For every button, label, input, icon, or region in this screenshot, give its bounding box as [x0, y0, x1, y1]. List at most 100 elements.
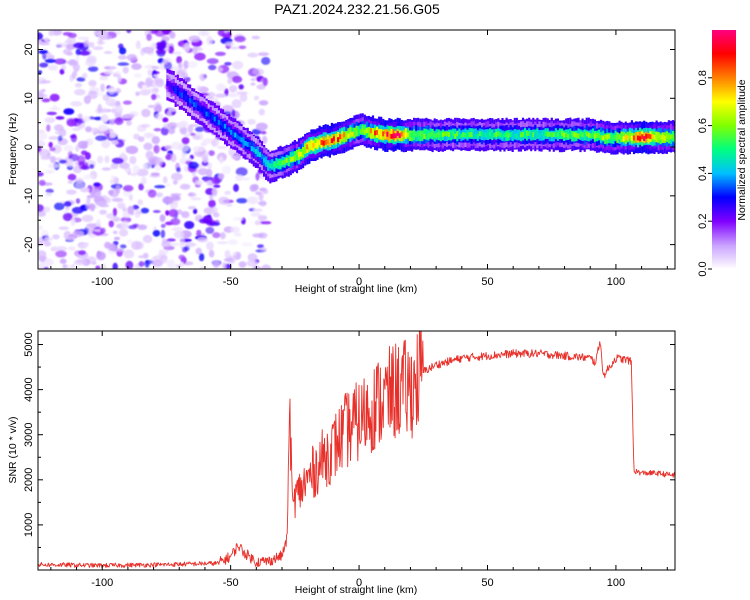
heatmap-noise-cell [79, 50, 91, 56]
heatmap-noise-cell [233, 217, 244, 221]
heatmap-noise-cell [219, 232, 226, 240]
heatmap-ridge-cell [487, 133, 490, 138]
heatmap-noise-cell [193, 208, 198, 215]
heatmap-noise-cell [135, 40, 141, 50]
heatmap-noise-cell [261, 221, 272, 225]
heatmap-ridge [166, 68, 675, 184]
heatmap-noise-cell [160, 223, 166, 228]
heatmap-ridge-cell [470, 132, 473, 138]
heatmap-noise-cell [88, 234, 96, 238]
heatmap-ridge-cell [398, 133, 401, 138]
heatmap-ridge-cell [419, 131, 422, 136]
snr-line [38, 331, 675, 568]
heatmap-noise-cell [163, 249, 169, 254]
heatmap-ridge-cell [182, 93, 186, 99]
heatmap-ridge-cell [671, 134, 675, 139]
heatmap-noise-cell [113, 248, 124, 252]
heatmap-noise-cell [187, 124, 194, 134]
heatmap-ridge-cell [236, 134, 239, 140]
heatmap-ridge-cell [180, 92, 183, 98]
heatmap-noise-cell [143, 132, 154, 139]
heatmap-noise-cell [99, 209, 107, 215]
heatmap-noise-cell [91, 261, 97, 265]
heatmap-noise-cell [165, 210, 170, 216]
heatmap-noise-cell [161, 241, 172, 248]
heatmap-ridge-cell [248, 142, 251, 148]
heatmap-ridge-cell [199, 106, 202, 112]
heatmap-noise-cell [153, 144, 160, 154]
heatmap-noise-cell [184, 245, 190, 251]
heatmap-ridge-cell [380, 132, 383, 138]
heatmap-noise-cell [170, 218, 181, 226]
heatmap-noise-cell [173, 230, 185, 239]
heatmap-noise-cell [109, 118, 116, 125]
heatmap-noise-cell [151, 65, 160, 70]
heatmap-ridge-cell [431, 131, 434, 136]
heatmap-noise-cell [101, 140, 111, 149]
snr-y-tick-label: 3000 [23, 422, 35, 446]
snr-x-axis-label: Height of straight line (km) [295, 584, 418, 596]
heatmap-noise-cell [63, 230, 72, 240]
heatmap-noise-cell [212, 97, 219, 102]
heatmap-noise-cell [186, 157, 192, 161]
heatmap-ridge-cell [363, 129, 366, 135]
heatmap-ridge-cell [524, 132, 527, 138]
heatmap-ridge-cell [632, 135, 636, 141]
heatmap-noise-cell [188, 35, 201, 43]
heatmap-ridge-cell [491, 131, 494, 137]
heatmap-ridge-cell [314, 143, 317, 148]
heatmap-ridge-cell [287, 155, 290, 161]
heatmap-noise-cell [232, 60, 244, 70]
heatmap-noise-cell [85, 126, 92, 133]
heatmap-ridge-cell [587, 132, 590, 138]
heatmap-noise-cell [183, 39, 188, 44]
heatmap-noise-cell [74, 177, 84, 183]
heatmap-noise-cell [52, 234, 60, 240]
heatmap-ridge-cell [312, 142, 315, 148]
heatmap-ridge-cell [534, 133, 537, 139]
heatmap-noise-cell [197, 237, 208, 243]
heatmap-noise-cell [258, 215, 268, 221]
heatmap-ridge-cell [411, 132, 414, 138]
heatmap-noise-cell [125, 260, 134, 269]
heatmap-noise-cell [109, 101, 117, 108]
heatmap-noise-cell [89, 164, 95, 169]
heatmap-ridge-cell [612, 135, 615, 141]
heatmap-noise-cell [154, 30, 167, 37]
heatmap-ridge-cell [343, 132, 346, 138]
heatmap-noise-cell [95, 201, 107, 206]
heatmap-noise-cell [249, 184, 257, 192]
heatmap-ridge-cell [302, 149, 305, 155]
heatmap-noise-cell [181, 211, 190, 219]
heatmap-noise-cell [176, 56, 183, 64]
heatmap-noise-cell [194, 52, 206, 61]
heatmap-ridge-cell [624, 134, 627, 140]
heatmap-noise-cell [192, 135, 201, 140]
heatmap-ridge-cell [540, 131, 543, 136]
heatmap-ridge-cell [600, 135, 603, 140]
heatmap-noise-cell [155, 157, 164, 166]
heatmap-noise-cell [246, 259, 258, 267]
heatmap-noise-cell [38, 42, 50, 46]
heatmap-noise-cell [49, 93, 60, 102]
line-frame [37, 330, 676, 571]
heatmap-noise-cell [45, 169, 55, 174]
heatmap-noise-cell [132, 223, 140, 228]
snr-x-tick-label: -100 [91, 577, 113, 589]
heatmap-ridge-cell [178, 91, 181, 97]
heatmap-ridge-cell [361, 127, 364, 133]
heatmap-noise-cell [76, 77, 86, 82]
heatmap-noise-cell [75, 198, 81, 204]
heatmap-noise-cell [68, 59, 77, 67]
heatmap-noise-cell [127, 205, 135, 215]
heatmap-noise-cell [153, 128, 162, 132]
heatmap-ridge-cell [511, 133, 514, 139]
heatmap-ridge-cell [219, 120, 223, 126]
heatmap-ridge-cell [565, 132, 568, 138]
heatmap-noise-cell [117, 74, 122, 83]
heatmap-ridge-cell [493, 132, 496, 138]
heatmap-noise-cell [208, 64, 217, 71]
heatmap-noise-cell [41, 98, 51, 103]
heatmap-frame [37, 29, 676, 270]
heatmap-noise-cell [43, 266, 49, 269]
